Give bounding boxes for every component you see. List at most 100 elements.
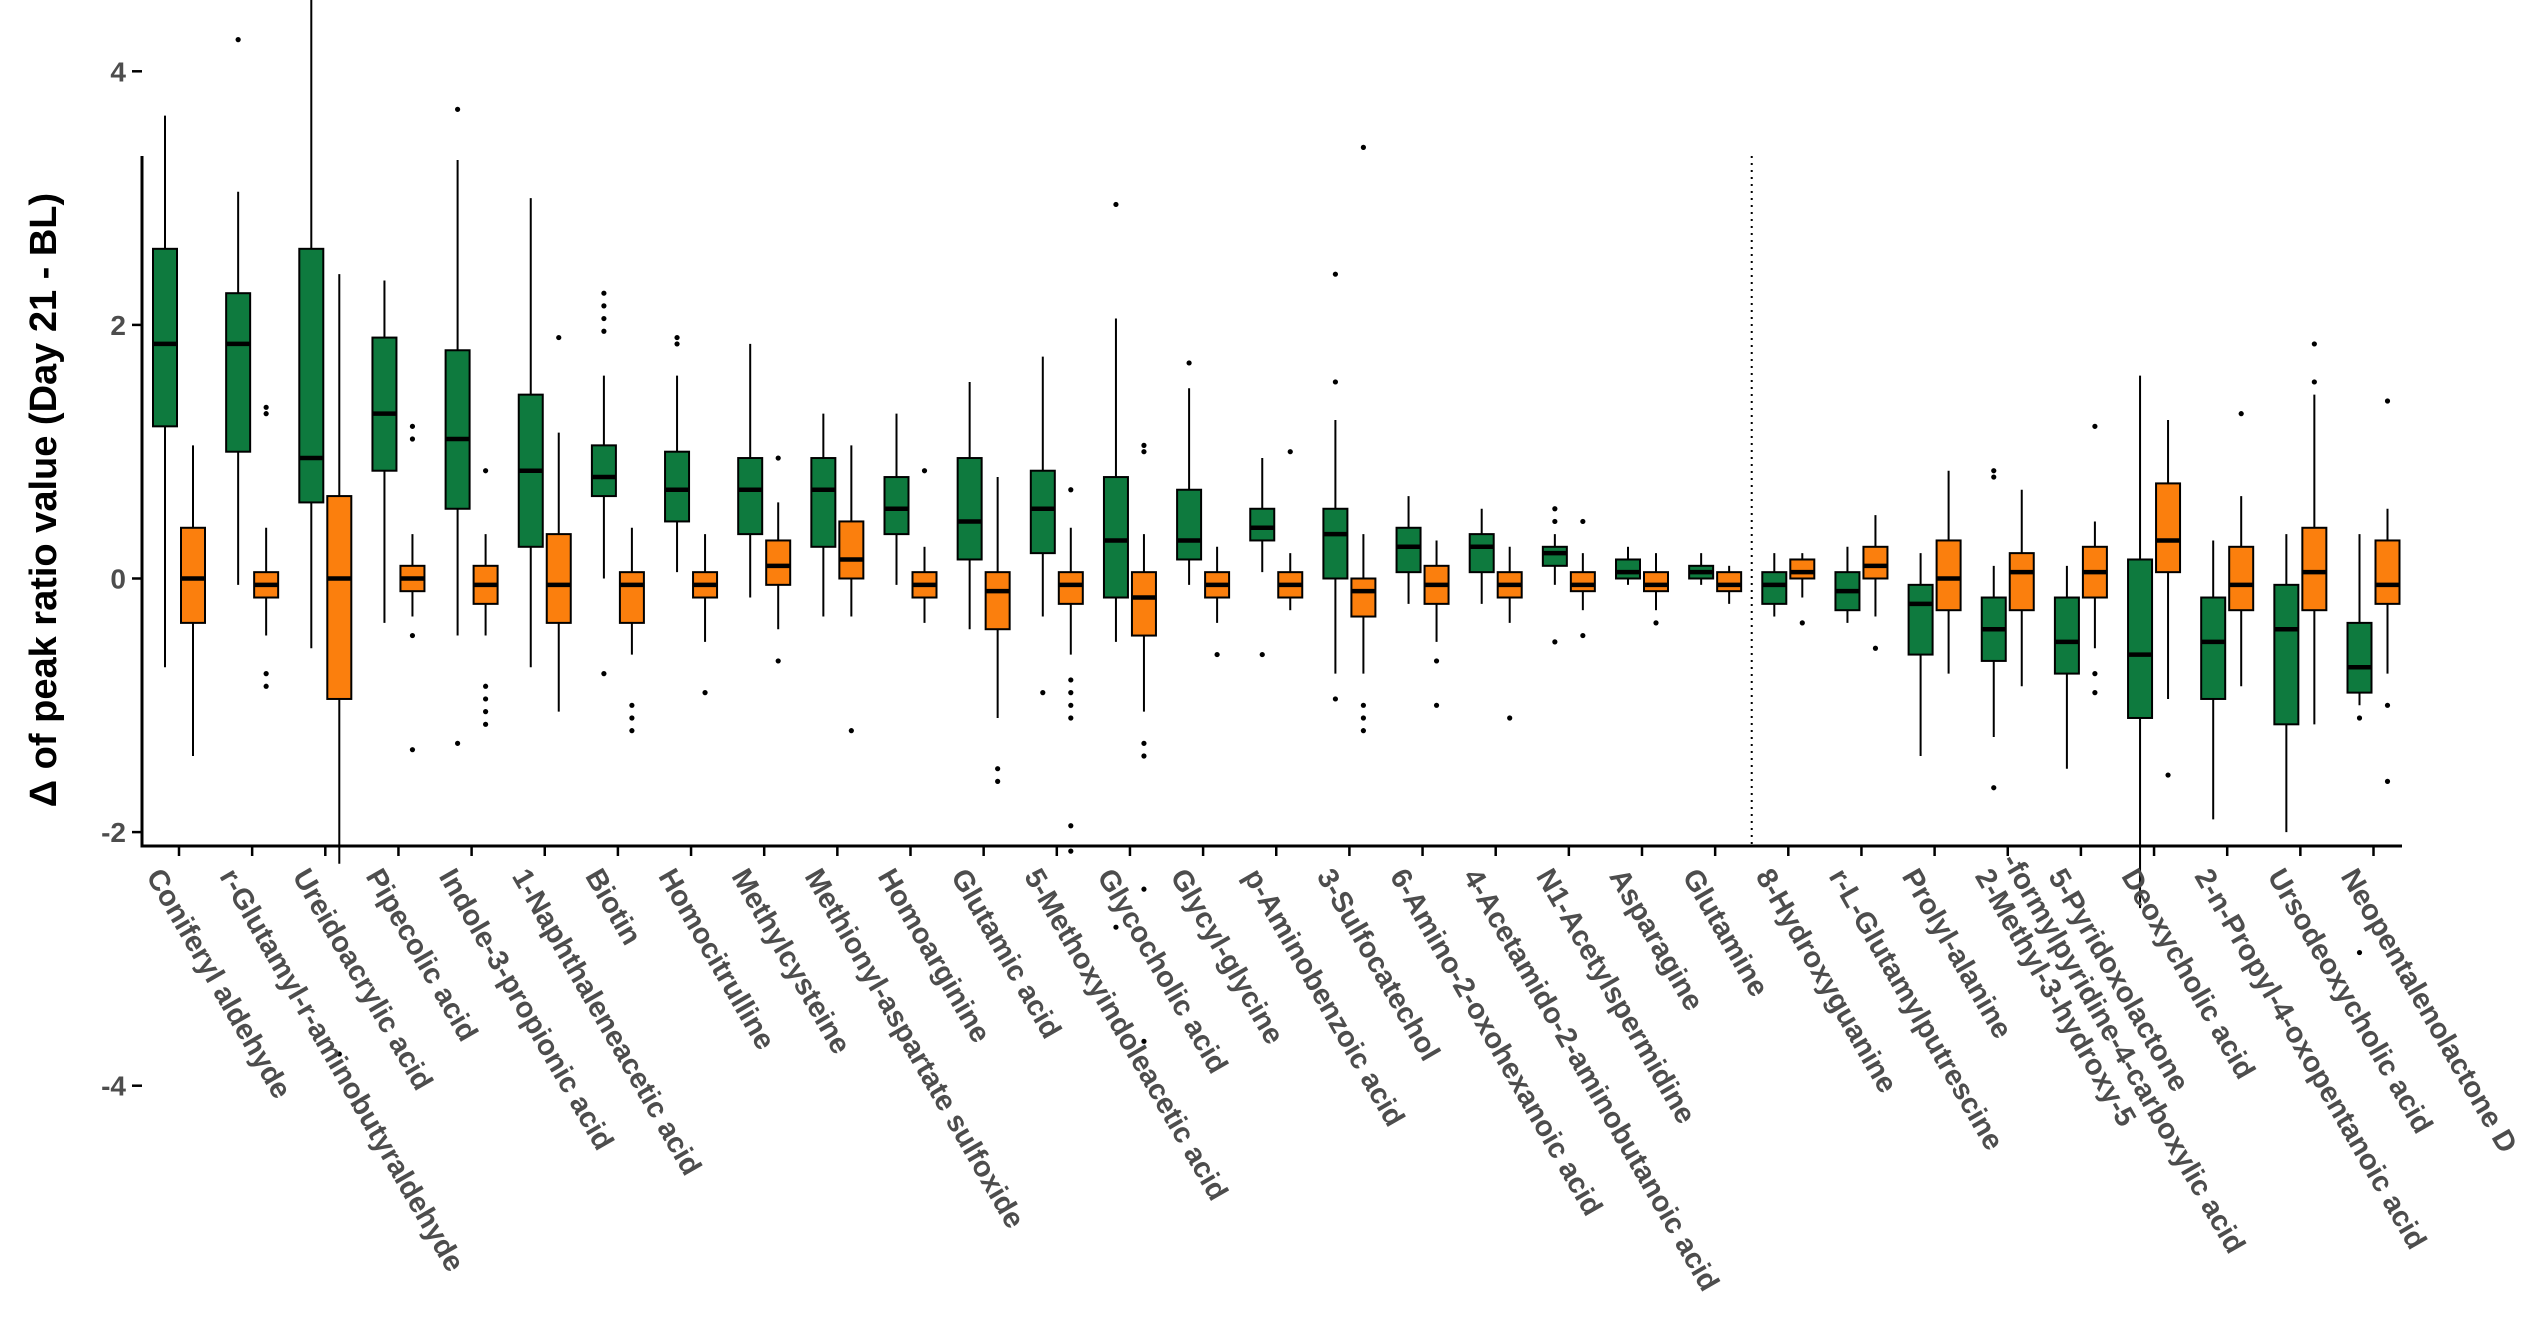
iqr-box bbox=[1322, 507, 1349, 580]
iqr-box bbox=[618, 571, 645, 624]
iqr-box bbox=[326, 495, 353, 700]
outlier-point bbox=[775, 455, 781, 461]
iqr-box bbox=[225, 292, 252, 453]
iqr-box bbox=[180, 526, 206, 624]
y-tick-label: -2 bbox=[101, 817, 126, 848]
box-group2-25 bbox=[2008, 489, 2035, 687]
iqr-box bbox=[1350, 577, 1377, 618]
outlier-point bbox=[1991, 468, 1997, 474]
outlier-point bbox=[1068, 677, 1074, 683]
outlier-point bbox=[629, 702, 635, 708]
iqr-box bbox=[2155, 482, 2182, 574]
iqr-box bbox=[2053, 596, 2080, 675]
iqr-box bbox=[2374, 539, 2401, 605]
outlier-point bbox=[455, 740, 461, 746]
box-group2-12 bbox=[1057, 487, 1084, 854]
outlier-point bbox=[601, 303, 607, 309]
outlier-point bbox=[1580, 632, 1586, 639]
box-group1-12 bbox=[1029, 356, 1056, 696]
box-group2-24 bbox=[1935, 470, 1962, 674]
outlier-point bbox=[1113, 201, 1119, 208]
outlier-point bbox=[1141, 753, 1147, 759]
x-tick-label: Glycocholic acid bbox=[1091, 864, 1234, 1080]
iqr-box bbox=[1761, 571, 1788, 605]
outlier-point bbox=[483, 696, 489, 702]
outlier-point bbox=[1287, 449, 1293, 455]
outlier-point bbox=[1068, 702, 1074, 708]
box-group2-14 bbox=[1204, 546, 1231, 658]
outlier-point bbox=[995, 766, 1001, 772]
box-group1-20 bbox=[1615, 546, 1641, 585]
box-group2-28 bbox=[2228, 411, 2255, 687]
outlier-point bbox=[2311, 341, 2317, 347]
outlier-point bbox=[1186, 360, 1192, 366]
outlier-point bbox=[2238, 411, 2244, 417]
outlier-point bbox=[2384, 398, 2391, 404]
iqr-box bbox=[1541, 545, 1568, 567]
outlier-point bbox=[1653, 620, 1659, 626]
outlier-point bbox=[409, 436, 416, 442]
iqr-box bbox=[152, 247, 178, 428]
outlier-point bbox=[1040, 690, 1046, 696]
outlier-point bbox=[2092, 671, 2098, 677]
iqr-box bbox=[984, 571, 1011, 631]
box-group1-10 bbox=[883, 413, 910, 585]
x-tick-label: Ureidoacrylic acid bbox=[286, 864, 439, 1096]
box-group2-21 bbox=[1716, 565, 1743, 604]
iqr-box bbox=[1862, 545, 1889, 580]
outlier-point bbox=[235, 37, 241, 43]
outlier-point bbox=[1360, 702, 1366, 708]
outlier-point bbox=[775, 658, 781, 664]
box-group1-25 bbox=[1980, 468, 2007, 791]
box-group1-24 bbox=[1907, 553, 1934, 757]
iqr-box bbox=[737, 457, 764, 536]
box-group2-29 bbox=[2301, 341, 2328, 725]
box-group2-6 bbox=[618, 527, 645, 734]
outlier-point bbox=[1141, 886, 1147, 892]
outlier-point bbox=[1141, 449, 1147, 455]
outlier-point bbox=[1068, 487, 1074, 493]
outlier-point bbox=[674, 341, 680, 347]
outlier-point bbox=[455, 106, 461, 112]
outlier-point bbox=[2384, 778, 2391, 784]
outlier-point bbox=[601, 290, 607, 296]
box-group1-29 bbox=[2273, 534, 2300, 833]
outlier-point bbox=[1068, 848, 1074, 854]
outlier-point bbox=[848, 728, 854, 734]
box-group2-11 bbox=[984, 477, 1011, 784]
iqr-box bbox=[1468, 533, 1495, 574]
outlier-point bbox=[1141, 740, 1147, 746]
y-axis-ticks: -4-20246 bbox=[101, 56, 142, 1102]
iqr-box bbox=[590, 444, 617, 498]
outlier-point bbox=[1259, 651, 1265, 658]
outlier-point bbox=[629, 715, 635, 721]
iqr-box bbox=[810, 457, 837, 548]
outlier-point bbox=[1552, 506, 1558, 512]
outlier-point bbox=[409, 423, 416, 429]
box-group1-14 bbox=[1176, 360, 1203, 585]
outlier-point bbox=[1991, 474, 1997, 480]
iqr-box bbox=[1057, 571, 1084, 605]
box-group2-26 bbox=[2081, 423, 2108, 696]
box-group1-19 bbox=[1541, 506, 1568, 645]
iqr-box bbox=[765, 539, 792, 586]
iqr-box bbox=[1249, 507, 1276, 542]
iqr-box bbox=[1716, 571, 1743, 593]
box-group2-23 bbox=[1862, 515, 1889, 651]
box-group2-22 bbox=[1789, 553, 1816, 626]
outlier-point bbox=[601, 328, 607, 334]
box-group1-27 bbox=[2127, 375, 2154, 909]
iqr-box bbox=[1130, 571, 1157, 637]
outlier-point bbox=[1433, 658, 1440, 664]
box-group2-0 bbox=[180, 445, 206, 757]
box-group1-11 bbox=[956, 381, 983, 630]
outlier-point bbox=[1332, 379, 1338, 385]
iqr-box bbox=[664, 450, 691, 523]
iqr-box bbox=[2127, 558, 2154, 719]
outlier-point bbox=[702, 690, 708, 696]
outlier-point bbox=[1141, 1038, 1147, 1044]
iqr-box bbox=[1029, 469, 1056, 555]
iqr-box bbox=[2273, 583, 2300, 726]
outlier-point bbox=[601, 671, 607, 677]
iqr-box bbox=[2301, 526, 2328, 612]
